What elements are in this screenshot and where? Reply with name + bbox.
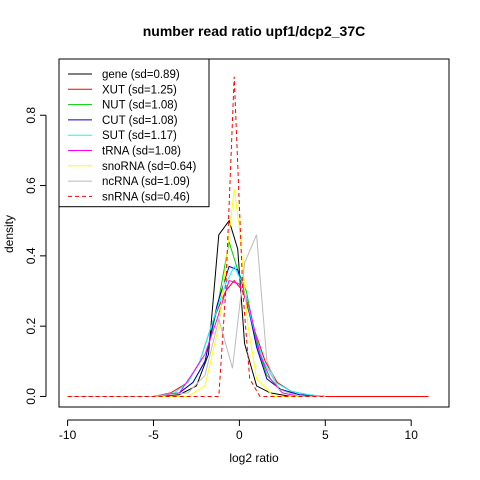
legend-label-7: ncRNA (sd=1.09) xyxy=(102,176,190,188)
legend: gene (sd=0.89) XUT (sd=1.25) NUT (sd=1.08)… xyxy=(58,58,210,208)
x-tick-label-4: 10 xyxy=(405,428,419,442)
axes-layer: -10 -5 0 5 10 0.0 0.2 0.4 0.6 0.8 xyxy=(24,107,418,442)
y-tick-label-3: 0.6 xyxy=(24,177,38,194)
y-tick-label-1: 0.2 xyxy=(24,317,38,334)
legend-label-0: gene (sd=0.89) xyxy=(102,69,180,81)
x-tick-label-1: -5 xyxy=(148,428,159,442)
series-line-4 xyxy=(67,265,326,397)
legend-label-8: snRNA (sd=0.46) xyxy=(102,191,190,203)
legend-label-3: CUT (sd=1.08) xyxy=(102,115,178,127)
legend-label-2: NUT (sd=1.08) xyxy=(102,100,178,112)
y-tick-label-4: 0.8 xyxy=(24,107,38,124)
y-axis-label: density xyxy=(2,215,16,253)
legend-label-5: tRNA (sd=1.08) xyxy=(102,146,181,158)
y-tick-label-2: 0.4 xyxy=(24,247,38,264)
chart-title: number read ratio upf1/dcp2_37C xyxy=(143,23,366,39)
series-line-8 xyxy=(67,76,429,397)
series-line-7 xyxy=(67,234,326,397)
x-tick-label-3: 5 xyxy=(322,428,329,442)
x-tick-label-0: -10 xyxy=(59,428,77,442)
legend-label-1: XUT (sd=1.25) xyxy=(102,84,177,96)
y-tick-label-0: 0.0 xyxy=(24,388,38,405)
series-layer xyxy=(67,76,429,397)
legend-label-6: snoRNA (sd=0.64) xyxy=(102,161,196,173)
series-line-5 xyxy=(67,279,326,397)
plot-frame xyxy=(58,58,450,408)
x-axis-label: log2 ratio xyxy=(229,451,279,465)
x-tick-label-2: 0 xyxy=(236,428,243,442)
legend-label-4: SUT (sd=1.17) xyxy=(102,130,177,142)
legend-box xyxy=(58,58,210,208)
